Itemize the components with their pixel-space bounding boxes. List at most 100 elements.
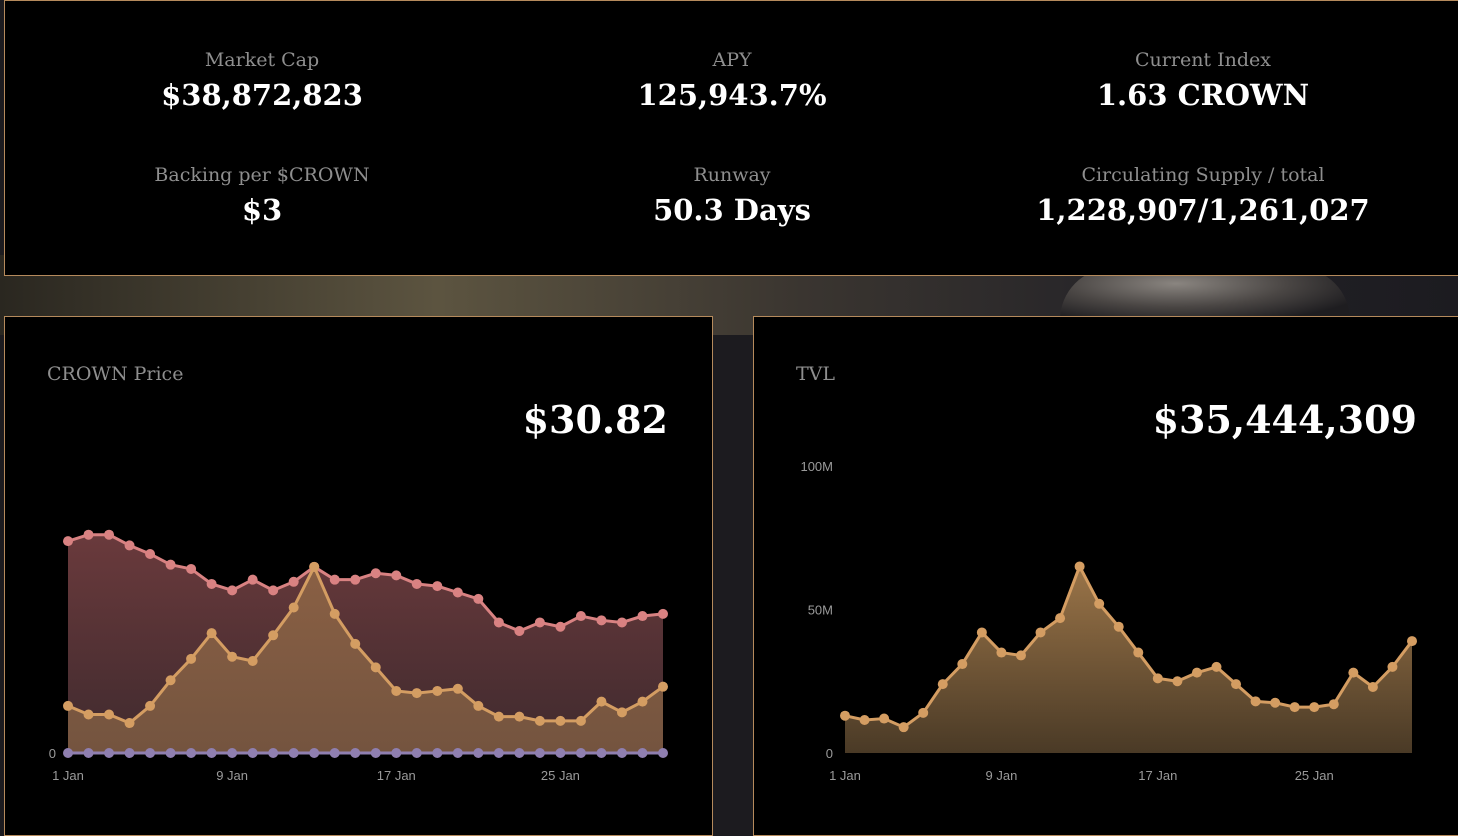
price-point-base[interactable] <box>309 748 320 758</box>
price-point-upper[interactable] <box>658 608 668 619</box>
price-point-base[interactable] <box>637 748 648 758</box>
price-point-upper[interactable] <box>350 574 361 585</box>
tvl-point-tvl[interactable] <box>1348 667 1359 678</box>
tvl-point-tvl[interactable] <box>957 659 968 670</box>
price-point-price[interactable] <box>514 711 525 722</box>
price-chart[interactable]: 1 Jan 9 Jan 17 Jan 25 Jan 0 <box>5 317 710 812</box>
price-point-price[interactable] <box>637 696 648 707</box>
price-point-price[interactable] <box>288 602 299 613</box>
price-point-upper[interactable] <box>186 563 197 574</box>
price-point-base[interactable] <box>616 748 627 758</box>
price-point-price[interactable] <box>452 683 463 694</box>
tvl-point-tvl[interactable] <box>1152 673 1163 684</box>
price-point-upper[interactable] <box>514 626 525 637</box>
tvl-point-tvl[interactable] <box>1191 667 1202 678</box>
price-point-base[interactable] <box>391 748 402 758</box>
tvl-point-tvl[interactable] <box>976 627 987 638</box>
price-point-base[interactable] <box>104 748 115 758</box>
price-point-base[interactable] <box>124 748 135 758</box>
price-point-price[interactable] <box>83 709 94 720</box>
price-point-base[interactable] <box>186 748 197 758</box>
price-point-price[interactable] <box>493 711 504 722</box>
price-point-price[interactable] <box>370 662 381 673</box>
tvl-point-tvl[interactable] <box>1407 636 1417 647</box>
price-point-upper[interactable] <box>104 529 115 540</box>
price-point-upper[interactable] <box>391 570 402 581</box>
price-point-upper[interactable] <box>555 621 566 632</box>
price-point-base[interactable] <box>83 748 94 758</box>
price-point-price[interactable] <box>124 718 135 729</box>
tvl-point-tvl[interactable] <box>1015 650 1026 661</box>
price-point-price[interactable] <box>165 675 176 686</box>
price-point-base[interactable] <box>370 748 381 758</box>
tvl-point-tvl[interactable] <box>1055 613 1066 624</box>
price-point-upper[interactable] <box>227 585 238 596</box>
price-point-upper[interactable] <box>124 540 135 551</box>
price-point-upper[interactable] <box>575 611 586 622</box>
price-point-upper[interactable] <box>370 568 381 579</box>
price-point-upper[interactable] <box>206 578 217 589</box>
price-point-price[interactable] <box>227 651 238 662</box>
price-point-price[interactable] <box>616 707 627 718</box>
price-point-price[interactable] <box>411 688 422 699</box>
tvl-point-tvl[interactable] <box>1289 702 1300 713</box>
price-point-base[interactable] <box>432 748 443 758</box>
tvl-point-tvl[interactable] <box>1231 679 1242 690</box>
price-point-base[interactable] <box>473 748 484 758</box>
price-point-base[interactable] <box>206 748 217 758</box>
price-point-base[interactable] <box>555 748 566 758</box>
tvl-point-tvl[interactable] <box>1035 627 1046 638</box>
tvl-point-tvl[interactable] <box>1211 661 1222 672</box>
price-point-price[interactable] <box>432 685 443 696</box>
tvl-point-tvl[interactable] <box>1074 561 1085 572</box>
tvl-point-tvl[interactable] <box>1328 699 1339 710</box>
price-point-upper[interactable] <box>145 548 156 559</box>
price-point-base[interactable] <box>145 748 156 758</box>
tvl-point-tvl[interactable] <box>1172 676 1183 687</box>
tvl-point-tvl[interactable] <box>1133 647 1144 658</box>
price-point-upper[interactable] <box>329 574 340 585</box>
price-point-price[interactable] <box>268 630 279 641</box>
price-point-upper[interactable] <box>247 574 258 585</box>
tvl-point-tvl[interactable] <box>996 647 1007 658</box>
tvl-point-tvl[interactable] <box>859 714 870 725</box>
tvl-point-tvl[interactable] <box>840 710 850 721</box>
tvl-point-tvl[interactable] <box>898 722 909 733</box>
price-point-upper[interactable] <box>165 559 176 570</box>
price-point-base[interactable] <box>575 748 586 758</box>
price-point-base[interactable] <box>350 748 361 758</box>
price-point-price[interactable] <box>596 696 607 707</box>
price-point-base[interactable] <box>658 748 668 758</box>
price-point-upper[interactable] <box>432 581 443 592</box>
tvl-chart[interactable]: 1 Jan 9 Jan 17 Jan 25 Jan 0 50M 100M <box>754 317 1458 812</box>
price-point-upper[interactable] <box>637 611 648 622</box>
tvl-point-tvl[interactable] <box>1250 696 1261 707</box>
price-point-price[interactable] <box>534 715 545 726</box>
price-point-upper[interactable] <box>288 576 299 587</box>
price-point-upper[interactable] <box>63 536 73 547</box>
price-point-base[interactable] <box>268 748 279 758</box>
price-point-price[interactable] <box>329 608 340 619</box>
price-point-price[interactable] <box>63 700 73 711</box>
price-point-base[interactable] <box>165 748 176 758</box>
price-point-price[interactable] <box>350 638 361 649</box>
tvl-point-tvl[interactable] <box>1387 661 1398 672</box>
price-point-price[interactable] <box>206 628 217 639</box>
price-point-upper[interactable] <box>534 617 545 628</box>
price-point-upper[interactable] <box>616 617 627 628</box>
price-point-upper[interactable] <box>473 593 484 604</box>
price-point-price[interactable] <box>473 700 484 711</box>
price-point-base[interactable] <box>596 748 607 758</box>
price-point-base[interactable] <box>227 748 238 758</box>
price-point-base[interactable] <box>493 748 504 758</box>
price-point-base[interactable] <box>329 748 340 758</box>
price-point-upper[interactable] <box>83 529 94 540</box>
price-point-price[interactable] <box>309 561 320 572</box>
price-point-base[interactable] <box>534 748 545 758</box>
tvl-point-tvl[interactable] <box>918 707 929 718</box>
price-point-upper[interactable] <box>411 578 422 589</box>
price-point-base[interactable] <box>452 748 463 758</box>
tvl-point-tvl[interactable] <box>1367 681 1378 692</box>
price-point-price[interactable] <box>247 655 258 666</box>
tvl-point-tvl[interactable] <box>1309 702 1320 713</box>
